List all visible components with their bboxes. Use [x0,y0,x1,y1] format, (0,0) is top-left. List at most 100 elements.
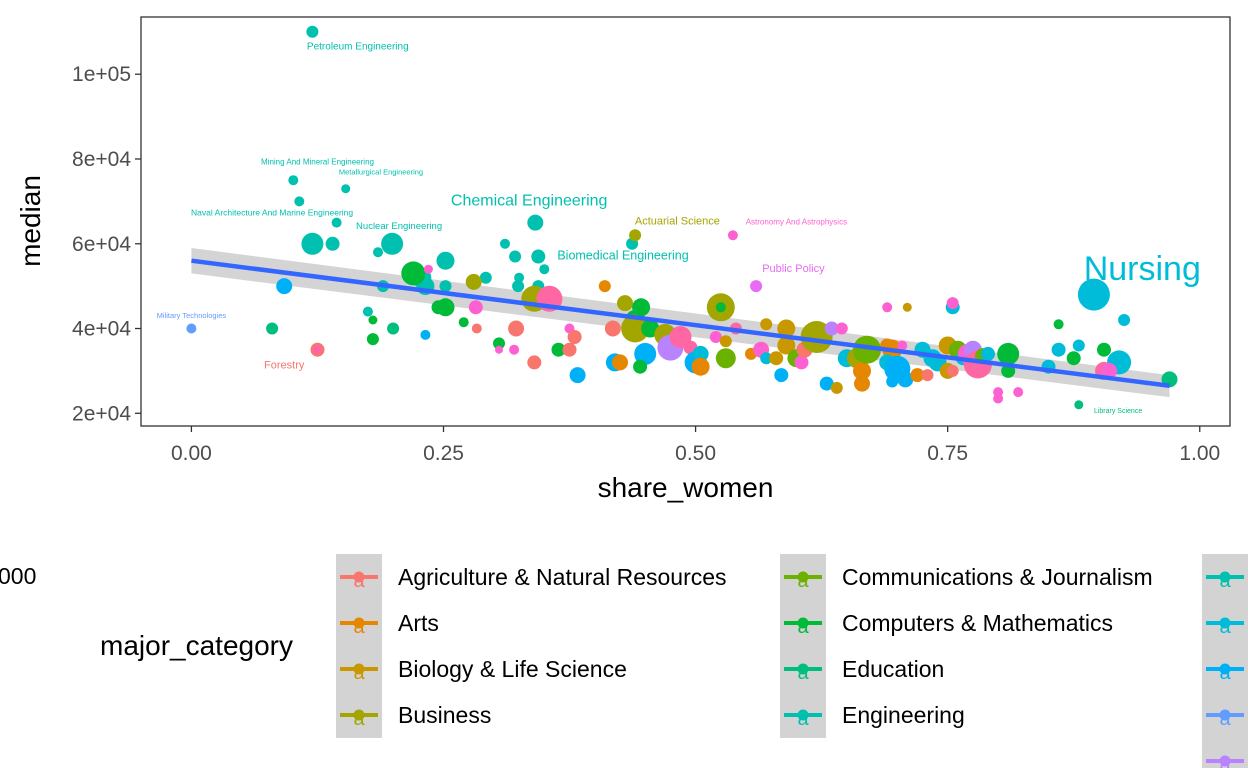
legend-key-glyph-education: a [797,662,809,684]
data-point-interdisciplinary [824,321,839,336]
data-point-health [1118,314,1131,326]
x-tick-label: 0.00 [171,442,212,465]
point-label-military-technologies: Military Technologies [157,311,227,320]
data-point-humanities-liberal-arts [420,329,431,340]
data-point-health [1051,342,1066,357]
y-tick-label: 1e+05 [72,63,131,86]
data-point-engineering [306,25,319,38]
data-point-computers-mathematics [1053,319,1064,330]
point-label-actuarial-science: Actuarial Science [635,216,720,228]
data-point-humanities-liberal-arts [819,376,834,391]
data-point-engineering [500,238,510,249]
data-point-physical-sciences [727,230,738,241]
data-point-physical-sciences [835,322,848,335]
legend-key-point-arts [353,617,365,629]
legend-key-glyph-agriculture-natural-resources: a [353,570,365,592]
legend-label-arts: Arts [398,610,439,636]
data-point-physical-sciences [423,264,433,274]
data-point-business [800,321,833,353]
data-point-business [629,229,642,242]
data-point-arts [691,357,710,376]
data-point-engineering [294,196,305,207]
legend-key-glyph-communications-journalism: a [797,570,809,592]
legend-key-glyph-business: a [353,708,365,730]
data-point-humanities-liberal-arts [569,367,586,384]
data-point-business [621,314,650,343]
data-point-engineering [512,280,525,293]
data-point-engineering [509,250,522,263]
data-point-biology-life-science [830,381,843,394]
data-point-law-public-policy [750,280,763,293]
data-point-physical-sciences [946,297,959,310]
data-point-physical-sciences [495,345,503,354]
data-point-physical-sciences [897,340,908,351]
data-point-health [692,345,709,362]
data-point-agriculture-natural-resources [471,323,482,334]
data-point-education [1074,400,1084,410]
data-point-computers-mathematics [401,261,426,286]
data-point-business [465,273,482,290]
data-point-business [617,295,633,312]
data-point-agriculture-natural-resources [604,320,621,337]
data-point-arts [598,280,611,293]
data-point-computers-mathematics [366,333,379,346]
y-axis-title: median [15,175,46,267]
data-point-computers-mathematics [715,302,726,313]
data-point-computers-mathematics [458,317,469,328]
data-point-agriculture-natural-resources [508,320,525,337]
data-point-computers-mathematics [632,298,651,317]
y-axis: 2e+04 4e+04 6e+04 8e+04 1e+05 [72,63,141,425]
legend-label-biology-life-science: Biology & Life Science [398,656,627,682]
legend-key-point-computers-mathematics [797,617,809,629]
legend-label-computers-mathematics: Computers & Mathematics [842,610,1113,636]
data-point-physical-sciences [993,393,1004,404]
data-point-arts [612,354,628,371]
data-point-agriculture-natural-resources [527,355,542,370]
data-point-physical-sciences [794,355,809,370]
data-point-health [760,352,773,365]
legend-key-point-col3-3 [1219,663,1231,675]
data-point-physical-sciences [1013,387,1024,398]
legend: 000 major_category a Agriculture & Natura… [0,554,1248,768]
legend-key-point-biology-life-science [353,663,365,675]
data-point-engineering [531,249,546,264]
legend-label-engineering: Engineering [842,702,965,728]
data-point-education [387,322,400,335]
point-label-forestry: Forestry [264,359,305,371]
data-point-engineering [436,251,455,270]
data-point-engineering [479,271,492,284]
data-point-physical-sciences [709,331,722,343]
point-label-nursing: Nursing [1084,250,1201,288]
x-tick-label: 0.25 [423,442,464,465]
data-point-biology-life-science [902,302,912,312]
legend-key-point-business [353,709,365,721]
legend-key-glyph-col3-5: a [1219,754,1231,768]
legend-key-point-education [797,663,809,675]
data-point-agriculture-natural-resources [921,369,934,382]
legend-size-fragment: 000 [0,563,36,589]
x-axis: 0.00 0.25 0.50 0.75 1.00 [171,426,1220,465]
data-point-engineering [325,236,340,251]
data-point-humanities-liberal-arts [276,278,293,295]
data-point-biology-life-science [760,318,773,331]
trend-line [191,258,1170,388]
data-point-humanities-liberal-arts [634,342,657,365]
data-point-health [1072,339,1085,352]
data-point-physical-sciences [882,302,893,313]
point-labels-layer: Petroleum Engineering Mining And Mineral … [157,42,1201,415]
legend-key-point-col3-5 [1219,755,1231,767]
data-point-humanities-liberal-arts [897,371,914,388]
data-point-computers-mathematics [633,359,648,374]
legend-key-glyph-col3-3: a [1219,662,1231,684]
legend-title: major_category [100,630,293,661]
point-label-nuclear-engineering: Nuclear Engineering [356,221,442,232]
data-point-communications-journalism [853,335,881,364]
data-point-arts [853,361,871,380]
data-point-agriculture-natural-resources [562,342,577,357]
legend-key-glyph-arts: a [353,616,365,638]
data-point-biology-life-science [719,335,732,348]
legend-key-glyph-engineering: a [797,708,809,730]
data-point-physical-sciences [468,300,483,315]
data-point-computers-mathematics [1066,351,1081,366]
legend-key-glyph-biology-life-science: a [353,662,365,684]
